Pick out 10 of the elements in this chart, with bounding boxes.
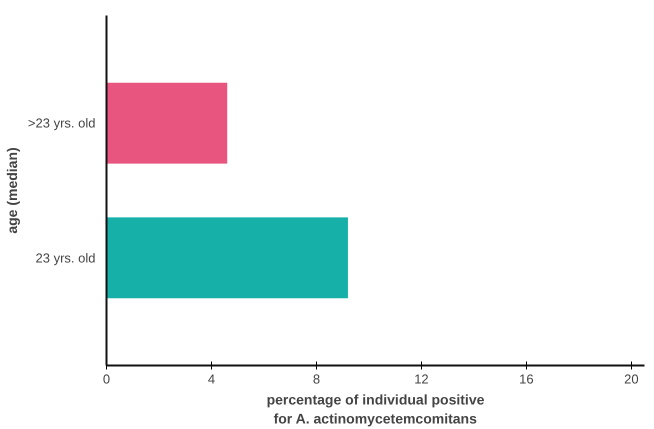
x-tick-label: 20 xyxy=(624,372,639,386)
x-tick-label: 8 xyxy=(312,372,320,386)
y-tick-label: >23 yrs. old xyxy=(28,116,96,131)
x-tick-label: 12 xyxy=(414,372,429,386)
x-tick-label: 16 xyxy=(519,372,534,386)
y-tick-label: 23 yrs. old xyxy=(36,250,96,266)
x-axis-title: percentage of individual positive for A. actinomycetemcomitans xyxy=(266,392,485,427)
x-tick-label: 4 xyxy=(208,372,216,386)
y-axis-title: age (median) xyxy=(4,147,20,234)
x-tick-label: 0 xyxy=(102,372,110,386)
